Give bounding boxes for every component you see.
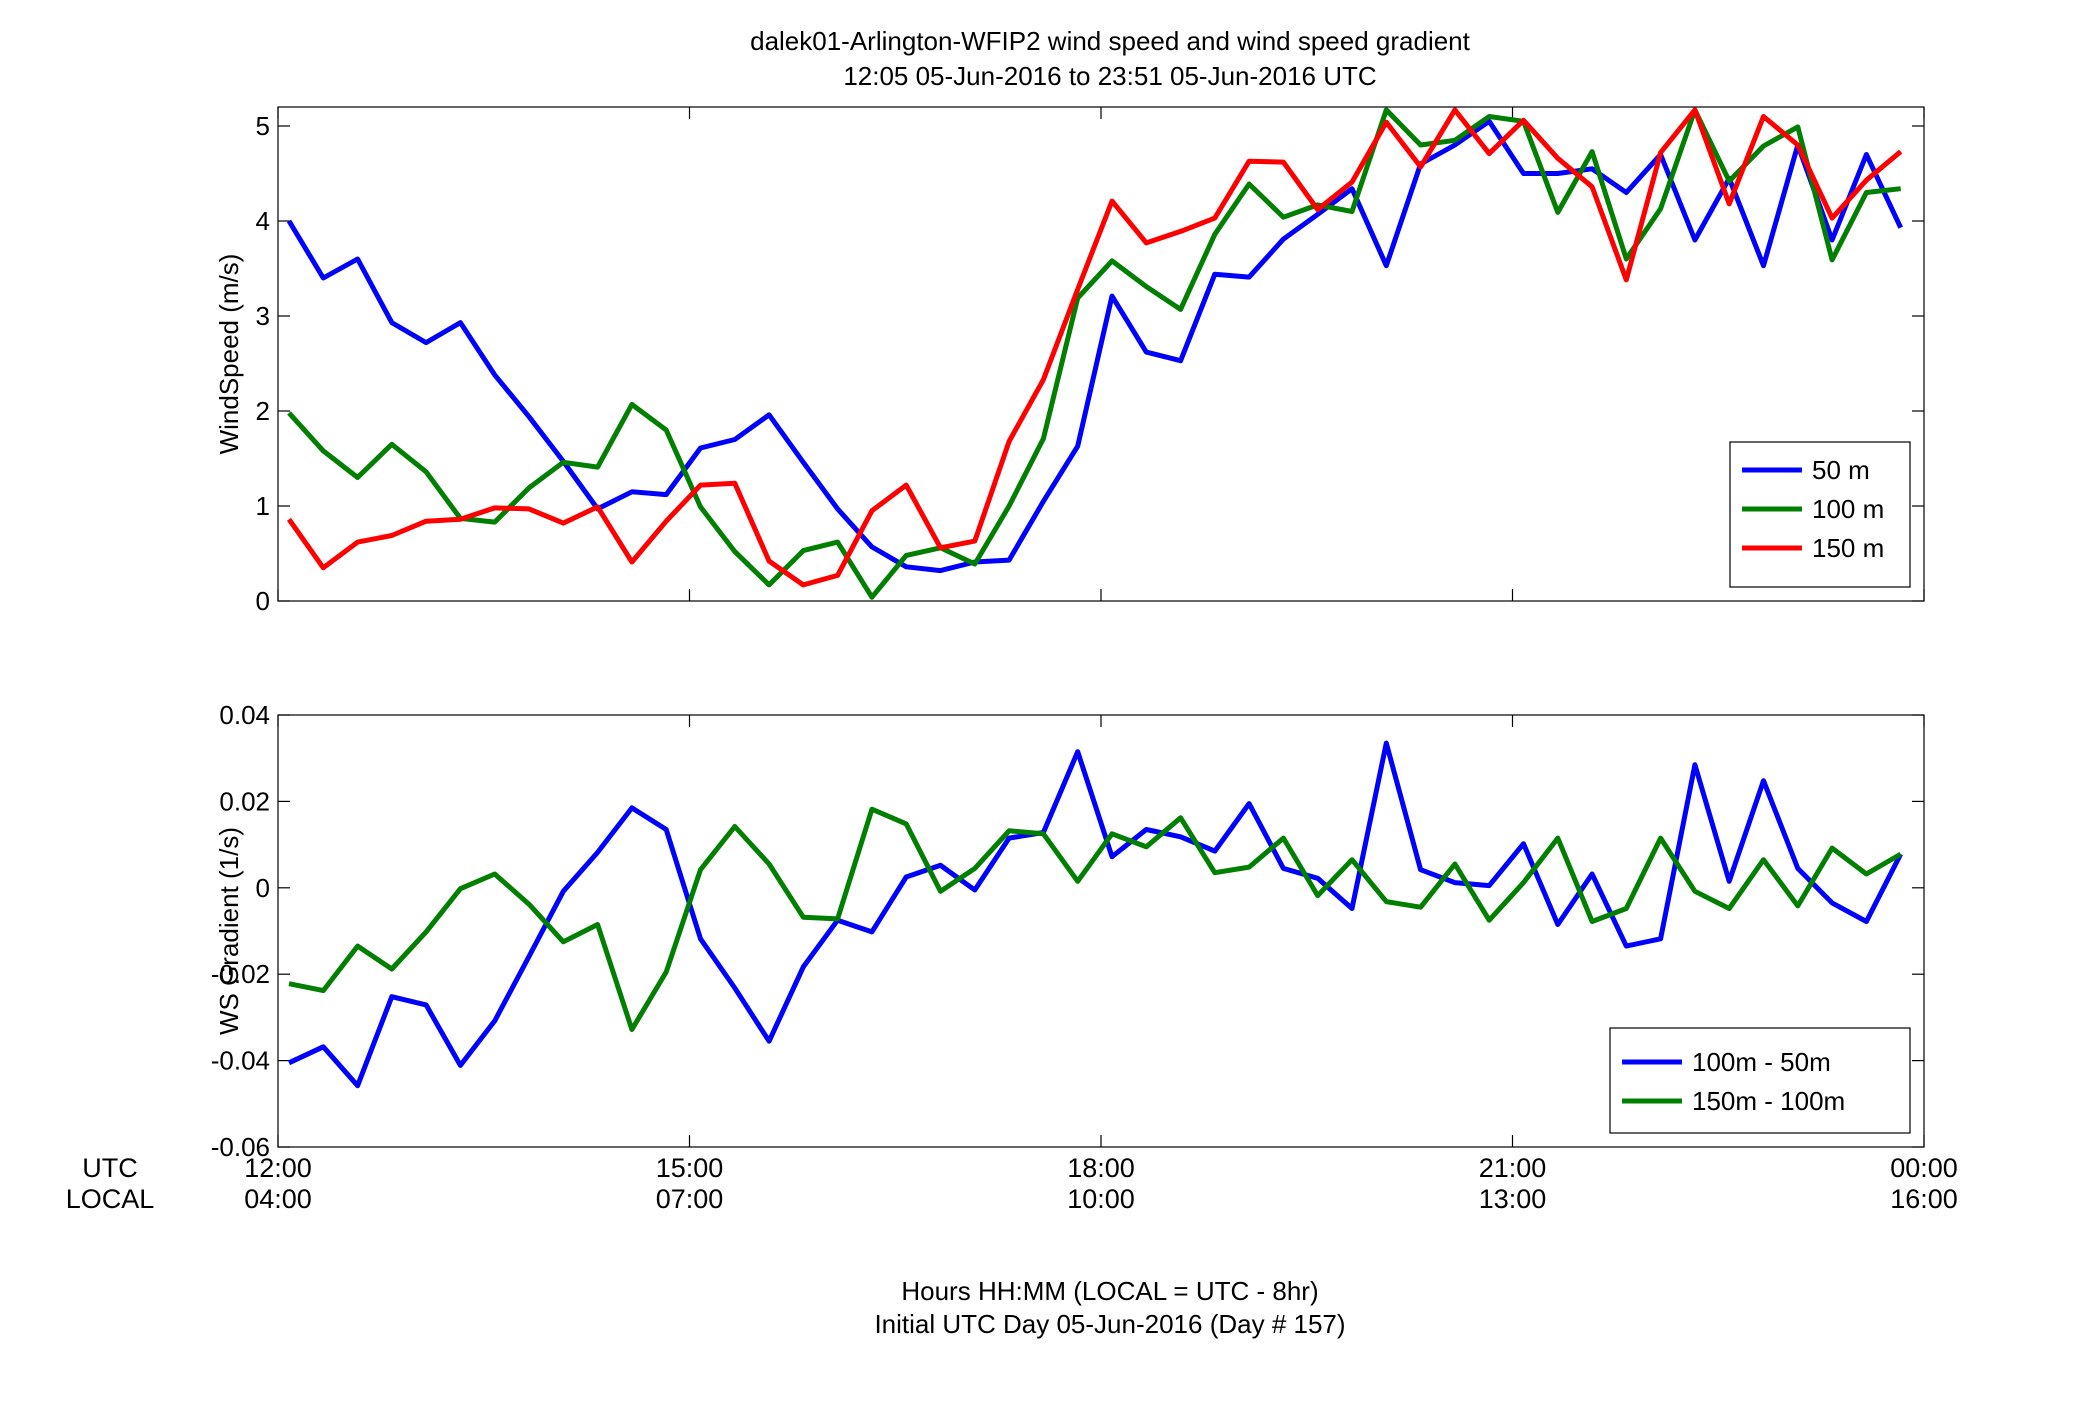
- series-line-50-m: [286, 118, 1903, 574]
- local-tick-label: 16:00: [1890, 1184, 1958, 1214]
- y-tick-label: -0.06: [211, 1132, 270, 1162]
- series-line-100-m: [287, 107, 1901, 600]
- ws-gradient-panel: -0.06 -0.04 -0.02 0 0.02 0.04 WS Gradient (1/s…: [211, 700, 1925, 1162]
- chart-title-line1: dalek01-Arlington-WFIP2 wind speed and w…: [750, 26, 1471, 56]
- local-tick-label: 04:00: [244, 1184, 312, 1214]
- legend-box: [1729, 441, 1911, 588]
- y-axis-label: WS Gradient (1/s): [214, 827, 244, 1035]
- local-tick-label: 13:00: [1479, 1184, 1547, 1214]
- y-tick-label: 0.04: [219, 700, 270, 730]
- utc-row-label: UTC: [82, 1153, 138, 1183]
- utc-tick-label: 18:00: [1067, 1153, 1135, 1183]
- y-tick-label: 5: [256, 111, 270, 141]
- local-tick-label: 07:00: [656, 1184, 724, 1214]
- utc-tick-label: 15:00: [656, 1153, 724, 1183]
- y-tick-label: 0: [256, 586, 270, 616]
- series-line-150m-100m: [288, 806, 1902, 1032]
- y-tick-label: 3: [256, 301, 270, 331]
- y-tick-label: -0.04: [211, 1046, 270, 1076]
- y-tick-label: 0: [256, 873, 270, 903]
- y-axis-label: WindSpeed (m/s): [214, 254, 244, 455]
- legend-label: 100 m: [1812, 494, 1884, 524]
- windspeed-panel: 0 1 2 3 4 5 WindSpeed (m/s) 50 m 100 m 150 m: [214, 106, 1925, 616]
- y-tick-label: 0.02: [219, 786, 270, 816]
- utc-tick-label: 21:00: [1479, 1153, 1547, 1183]
- x-axis-label-line2: Initial UTC Day 05-Jun-2016 (Day # 157): [874, 1309, 1345, 1339]
- series-line-100m-50m: [287, 740, 1903, 1089]
- y-tick-label: 1: [256, 491, 270, 521]
- legend-label: 100m - 50m: [1692, 1047, 1831, 1077]
- legend-label: 50 m: [1812, 455, 1870, 485]
- legend: 50 m 100 m 150 m: [1729, 441, 1911, 588]
- utc-tick-label: 12:00: [244, 1153, 312, 1183]
- utc-tick-label: 00:00: [1890, 1153, 1958, 1183]
- legend-label: 150 m: [1812, 533, 1884, 563]
- y-tick-label: -0.02: [211, 959, 270, 989]
- y-tick-label: 2: [256, 396, 270, 426]
- x-axis-label-line1: Hours HH:MM (LOCAL = UTC - 8hr): [901, 1276, 1318, 1306]
- series-line-150-m: [286, 107, 1903, 588]
- local-row-label: LOCAL: [66, 1184, 155, 1214]
- chart-title-line2: 12:05 05-Jun-2016 to 23:51 05-Jun-2016 U…: [843, 61, 1376, 91]
- legend-box: [1609, 1027, 1911, 1134]
- legend-label: 150m - 100m: [1692, 1086, 1845, 1116]
- y-tick-label: 4: [256, 206, 270, 236]
- legend: 100m - 50m 150m - 100m: [1609, 1027, 1911, 1134]
- local-tick-label: 10:00: [1067, 1184, 1135, 1214]
